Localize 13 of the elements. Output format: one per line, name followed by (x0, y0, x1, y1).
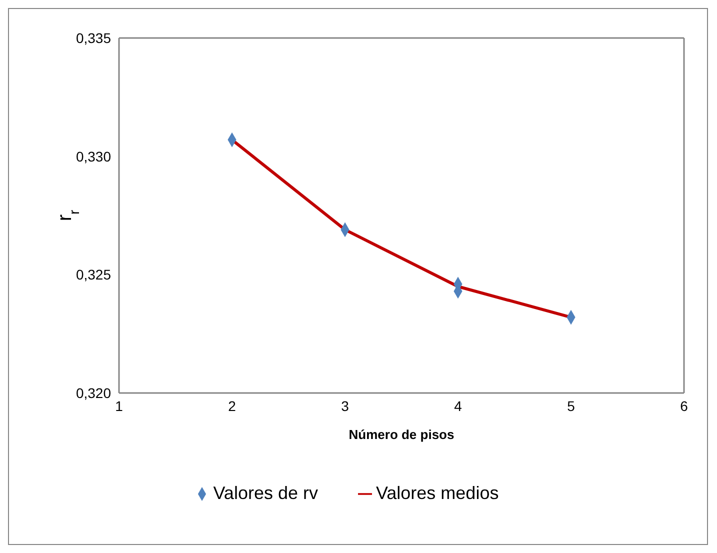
legend-label: Valores de rv (213, 483, 318, 503)
y-tick-label: 0,320 (76, 384, 112, 401)
x-axis-title: Número de pisos (348, 427, 454, 442)
x-tick-label: 2 (228, 398, 236, 414)
x-tick-label: 3 (341, 398, 350, 414)
x-tick-label: 5 (567, 398, 576, 414)
y-tick-label: 0,335 (76, 30, 112, 46)
x-tick-label: 1 (115, 398, 124, 414)
y-tick-label: 0,325 (76, 266, 112, 283)
y-tick-label: 0,330 (76, 148, 112, 164)
x-tick-label: 6 (680, 398, 688, 414)
legend-label: Valores medios (376, 483, 499, 503)
x-tick-label: 4 (454, 398, 462, 414)
